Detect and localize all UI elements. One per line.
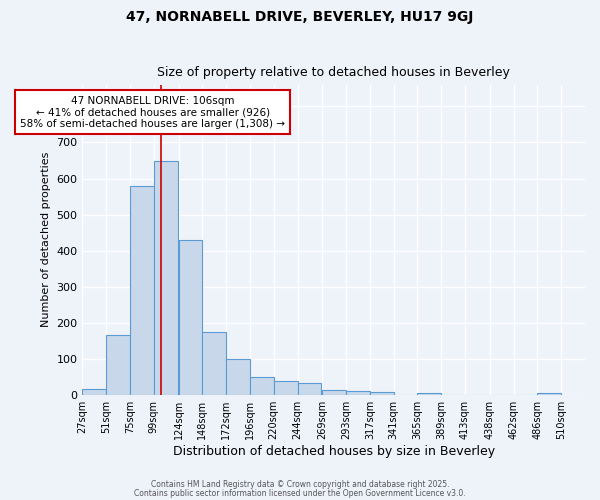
Text: 47, NORNABELL DRIVE, BEVERLEY, HU17 9GJ: 47, NORNABELL DRIVE, BEVERLEY, HU17 9GJ [127, 10, 473, 24]
Bar [250, 376, 274, 394]
Bar [179, 240, 202, 394]
Text: Contains HM Land Registry data © Crown copyright and database right 2025.: Contains HM Land Registry data © Crown c… [151, 480, 449, 489]
Bar [106, 336, 130, 394]
Bar [130, 186, 154, 394]
Bar [370, 392, 394, 394]
Bar [418, 393, 441, 394]
Y-axis label: Number of detached properties: Number of detached properties [41, 152, 51, 328]
Title: Size of property relative to detached houses in Beverley: Size of property relative to detached ho… [157, 66, 510, 80]
Bar [82, 390, 106, 394]
Bar [346, 391, 370, 394]
Bar [322, 390, 346, 394]
Bar [226, 358, 250, 394]
Bar [274, 381, 298, 394]
Bar [202, 332, 226, 394]
Bar [298, 383, 322, 394]
Bar [154, 161, 178, 394]
Text: 47 NORNABELL DRIVE: 106sqm
← 41% of detached houses are smaller (926)
58% of sem: 47 NORNABELL DRIVE: 106sqm ← 41% of deta… [20, 96, 285, 129]
Bar [538, 393, 561, 394]
Text: Contains public sector information licensed under the Open Government Licence v3: Contains public sector information licen… [134, 488, 466, 498]
X-axis label: Distribution of detached houses by size in Beverley: Distribution of detached houses by size … [173, 444, 495, 458]
